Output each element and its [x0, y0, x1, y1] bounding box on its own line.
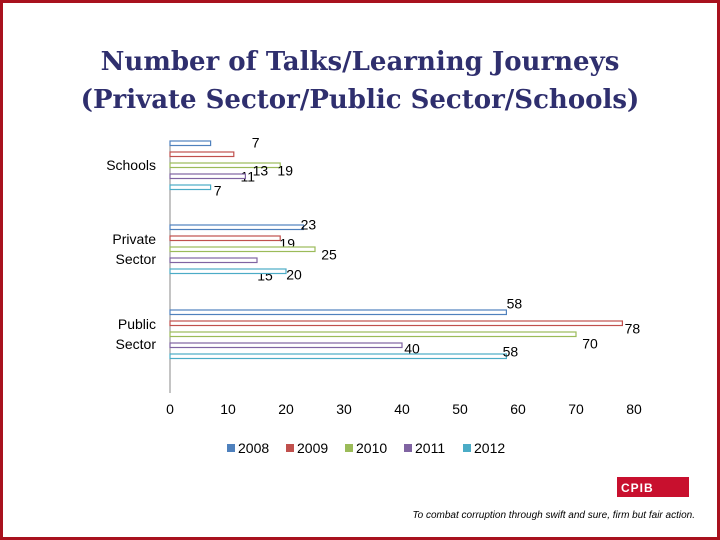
data-label: 70	[582, 336, 598, 352]
x-tick-label: 30	[336, 401, 352, 417]
bar-2011	[169, 257, 258, 264]
data-label: 23	[301, 217, 317, 233]
x-tick-label: 40	[394, 401, 410, 417]
bar-2008	[169, 224, 304, 231]
legend-swatch-2009	[286, 444, 294, 452]
x-tick-label: 10	[220, 401, 236, 417]
cpib-logo	[617, 477, 689, 501]
data-label: 25	[321, 247, 337, 263]
legend-swatch-2010	[345, 444, 353, 452]
x-tick-label: 50	[452, 401, 468, 417]
logo-text: CPIB	[621, 481, 654, 495]
data-label: 20	[286, 267, 302, 283]
bar-2011	[169, 342, 403, 349]
data-label: 58	[503, 344, 519, 360]
bar-2010	[169, 162, 281, 169]
chart-title: Number of Talks/Learning Journeys (Priva…	[3, 43, 717, 119]
x-tick-label: 80	[626, 401, 642, 417]
legend-label-2009: 2009	[297, 440, 328, 456]
bar-2008	[169, 309, 507, 316]
data-label: 13	[253, 163, 269, 179]
legend-label-2011: 2011	[415, 440, 445, 456]
x-tick-label: 60	[510, 401, 526, 417]
data-label: 19	[277, 163, 293, 179]
legend-label-2008: 2008	[238, 440, 269, 456]
bar-2011	[169, 173, 247, 180]
legend-swatch-2008	[227, 444, 235, 452]
data-label: 58	[507, 296, 523, 312]
legend-swatch-2011	[404, 444, 412, 452]
category-label: Schools	[106, 157, 156, 173]
title-line-1: Number of Talks/Learning Journeys	[100, 47, 620, 77]
bar-2009	[169, 320, 623, 327]
data-label: 40	[404, 341, 420, 357]
x-tick-label: 70	[568, 401, 584, 417]
legend-swatch-2012	[463, 444, 471, 452]
category-label: Private	[112, 231, 156, 247]
bar-2009	[169, 151, 235, 158]
legend-label-2012: 2012	[474, 440, 505, 456]
data-label: 7	[214, 183, 222, 199]
legend-label-2010: 2010	[356, 440, 387, 456]
data-label: 78	[625, 321, 641, 337]
bar-2012	[169, 353, 507, 360]
title-line-2: (Private Sector/Public Sector/Schools)	[80, 85, 640, 115]
bar-2012	[169, 268, 287, 275]
bar-2010	[169, 331, 577, 338]
bar-2008	[169, 140, 212, 147]
category-label: Sector	[116, 251, 157, 267]
x-tick-label: 0	[166, 401, 174, 417]
footer-motto: To combat corruption through swift and s…	[412, 510, 695, 521]
x-tick-label: 20	[278, 401, 294, 417]
data-label: 11	[241, 169, 256, 185]
bar-2012	[169, 184, 212, 191]
bar-2009	[169, 235, 281, 242]
data-label: 7	[252, 135, 260, 151]
bar-2010	[169, 246, 316, 253]
bar-chart: 0 10 20 30 40 50 60 70 80 Schools Private Sector Pub…	[106, 135, 642, 457]
category-label: Public	[118, 316, 156, 332]
category-label: Sector	[116, 336, 157, 352]
